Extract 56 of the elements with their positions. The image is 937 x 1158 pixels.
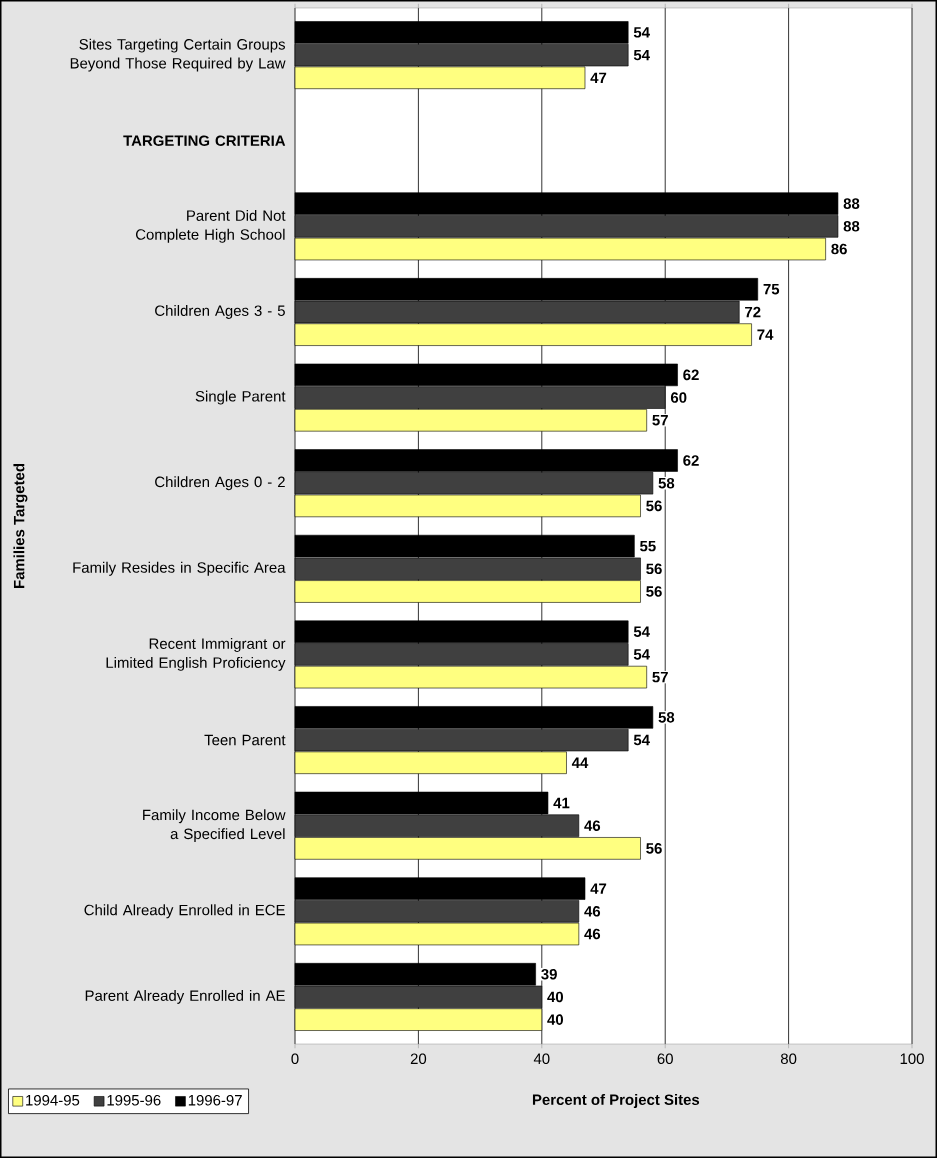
legend-label: 1996-97 [188,1094,242,1106]
y-tick-label: Single Parent [195,390,286,405]
data-label: 54 [633,649,650,660]
data-label: 47 [590,72,607,83]
x-tick-label: 60 [657,1053,673,1065]
data-label: 56 [646,500,662,512]
x-tick-label: 20 [410,1053,427,1065]
x-tick-label: 100 [900,1053,924,1065]
data-label: 74 [757,329,774,340]
data-label: 47 [590,883,607,894]
y-tick-label: Sites Targeting Certain Groups Beyond Those Required by Law [70,38,286,72]
y-tick-label: TARGETING CRITERIA [123,135,286,146]
x-tick-label: 0 [291,1053,299,1065]
data-label: 46 [584,928,601,940]
y-tick-label: Children Ages 0 - 2 [155,476,285,491]
y-tick-label: Family Income Below a Specified Level [143,809,286,843]
data-label: 56 [646,843,662,854]
x-axis-title: Percent of Project Sites [532,1094,700,1108]
data-label: 58 [658,477,675,489]
data-label: 62 [683,369,699,381]
data-label: 88 [843,198,860,209]
x-tick-label: 40 [533,1053,550,1065]
data-label: 46 [584,906,601,917]
data-label: 55 [640,540,656,552]
y-tick-label: Child Already Enrolled in ECE [84,904,285,919]
y-tick-label: Parent Already Enrolled in AE [85,989,285,1004]
data-label: 56 [646,586,662,597]
data-label: 57 [652,671,668,683]
y-tick-label: Recent Immigrant or Limited English Proficiency [106,638,286,671]
data-label: 54 [633,626,650,637]
y-tick-label: Children Ages 3 - 5 [155,304,285,319]
data-label: 40 [547,1014,563,1025]
data-label: 41 [553,797,570,809]
data-label: 56 [646,563,662,575]
data-label: 54 [633,49,650,61]
data-label: 54 [633,734,650,746]
data-label: 57 [652,415,668,426]
legend-label: 1995-96 [107,1094,161,1106]
data-label: 40 [547,991,563,1003]
data-label: 86 [831,243,847,255]
y-tick-label: Teen Parent [204,734,286,746]
data-label: 58 [658,712,675,723]
y-tick-label: Family Resides in Specific Area [73,561,286,576]
y-tick-label: Parent Did Not Complete High School [135,209,286,243]
data-label: 88 [843,221,860,232]
data-label: 39 [541,968,557,980]
y-axis-title: Families Targeted [13,464,28,588]
data-label: 54 [633,27,650,38]
data-label: 46 [584,820,601,831]
legend-label: 1994-95 [26,1094,80,1106]
data-label: 62 [683,455,699,466]
data-label: 60 [670,392,687,403]
x-tick-label: 80 [780,1053,797,1065]
data-label: 72 [745,306,761,318]
data-label: 75 [763,284,780,295]
data-label: 44 [571,757,589,768]
